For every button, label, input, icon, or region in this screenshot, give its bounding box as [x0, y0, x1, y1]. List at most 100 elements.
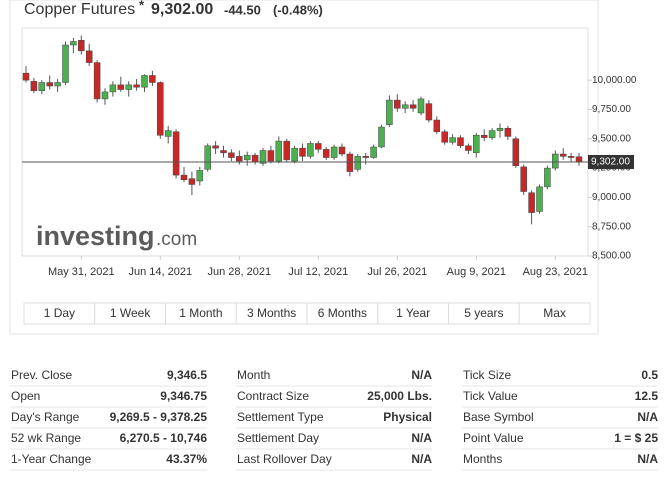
y-tick-label: 8,500.00: [592, 251, 631, 262]
stat-label: Base Symbol: [463, 410, 534, 424]
stat-value: N/A: [411, 368, 432, 382]
candle-body: [433, 119, 441, 132]
stat-label: Day's Range: [11, 410, 80, 424]
candle-body: [283, 140, 290, 161]
stat-value: N/A: [411, 452, 432, 466]
candle-body: [449, 137, 456, 143]
range-label[interactable]: 1 Day: [44, 306, 75, 320]
candle-body: [520, 166, 527, 192]
range-button[interactable]: [518, 302, 591, 325]
x-tick-label: Aug 9, 2021: [447, 266, 506, 278]
candle-body: [141, 75, 148, 88]
x-tick-label: Aug 23, 2021: [523, 266, 588, 278]
stat-label: Month: [237, 368, 270, 382]
stat-label: Point Value: [463, 431, 524, 445]
candle-body: [496, 127, 504, 131]
candle-body: [38, 82, 46, 91]
candle-body: [109, 84, 117, 93]
candle-body: [504, 127, 512, 137]
stat-value: 43.37%: [166, 452, 207, 466]
stat-label: Settlement Type: [237, 410, 324, 424]
stat-value: 1 = $ 25: [614, 431, 658, 445]
candle-body: [544, 167, 551, 188]
range-label[interactable]: 1 Week: [110, 306, 151, 320]
stat-value: 0.5: [641, 368, 658, 382]
x-tick-label: Jun 28, 2021: [207, 266, 271, 278]
candle-body: [172, 131, 180, 176]
stat-value: 6,270.5 - 10,746: [120, 431, 208, 445]
range-label[interactable]: 6 Months: [318, 306, 367, 320]
stat-value: 9,269.5 - 9,378.25: [110, 410, 208, 424]
range-label[interactable]: Max: [543, 306, 566, 320]
candle-body: [338, 146, 346, 155]
candle-body: [575, 156, 583, 163]
x-tick-label: Jun 14, 2021: [128, 266, 192, 278]
candle-body: [473, 135, 480, 154]
candle-body: [188, 178, 196, 185]
candle-body: [536, 186, 543, 212]
candle-body: [386, 99, 393, 125]
stat-label: 52 wk Range: [11, 431, 81, 445]
price: 9,302.00: [151, 1, 213, 18]
candle-body: [567, 156, 575, 158]
candle-body: [117, 84, 125, 90]
candle-body: [346, 153, 354, 172]
candle-body: [228, 152, 235, 158]
candle-body: [307, 143, 314, 157]
candle-body: [196, 170, 204, 182]
range-label[interactable]: 3 Months: [247, 306, 296, 320]
candle-body: [78, 40, 85, 52]
stat-label: Months: [463, 452, 502, 466]
candle-body: [322, 149, 330, 158]
candle-body: [164, 130, 172, 137]
candle-body: [330, 146, 338, 158]
change: -44.50: [224, 2, 261, 17]
y-tick-label: 10,000.00: [592, 75, 637, 86]
x-tick-label: Jul 12, 2021: [288, 266, 348, 278]
candle-body: [101, 91, 109, 100]
y-tick-label: 9,000.00: [592, 192, 631, 203]
stat-value: 9,346.5: [167, 368, 207, 382]
watermark-suffix: .com: [156, 229, 197, 250]
candle-body: [417, 98, 425, 114]
candle-body: [480, 135, 488, 138]
y-tick-label: 9,750.00: [592, 104, 631, 115]
chart-box: [9, 0, 599, 335]
x-tick-label: Jul 26, 2021: [367, 266, 427, 278]
title: Copper Futures: [24, 1, 135, 18]
candle-body: [362, 156, 369, 158]
candle-body: [512, 138, 520, 166]
stat-label: Last Rollover Day: [237, 452, 332, 466]
stat-value: N/A: [637, 410, 658, 424]
candle-body: [457, 137, 464, 147]
candle-body: [259, 150, 267, 164]
candle-body: [149, 75, 156, 83]
stat-label: 1-Year Change: [11, 452, 92, 466]
stat-label: Tick Value: [463, 389, 518, 403]
candle-body: [441, 131, 448, 143]
candle-body: [243, 154, 251, 161]
range-label[interactable]: 1 Year: [396, 306, 430, 320]
marker: *: [139, 0, 145, 12]
candle-body: [528, 192, 535, 213]
change-pct: (-0.48%): [273, 2, 323, 17]
stat-value: N/A: [637, 452, 658, 466]
range-label[interactable]: 1 Month: [179, 306, 222, 320]
stat-label: Tick Size: [463, 368, 512, 382]
y-tick-label: 9,500.00: [592, 133, 631, 144]
last-price-box: [588, 154, 634, 169]
candle-body: [425, 103, 433, 121]
range-label[interactable]: 5 years: [464, 306, 503, 320]
y-tick-label: 8,750.00: [592, 221, 631, 232]
candle-body: [394, 99, 401, 109]
candle-body: [70, 41, 77, 46]
candle-body: [251, 154, 259, 163]
stat-value: 25,000 Lbs.: [367, 389, 432, 403]
stat-label: Prev. Close: [11, 368, 72, 382]
candle-body: [46, 82, 53, 87]
last-price-label: 9,302.00: [591, 157, 630, 168]
x-tick-label: May 31, 2021: [48, 266, 115, 278]
candle-body: [378, 126, 385, 148]
candle-body: [22, 72, 30, 81]
